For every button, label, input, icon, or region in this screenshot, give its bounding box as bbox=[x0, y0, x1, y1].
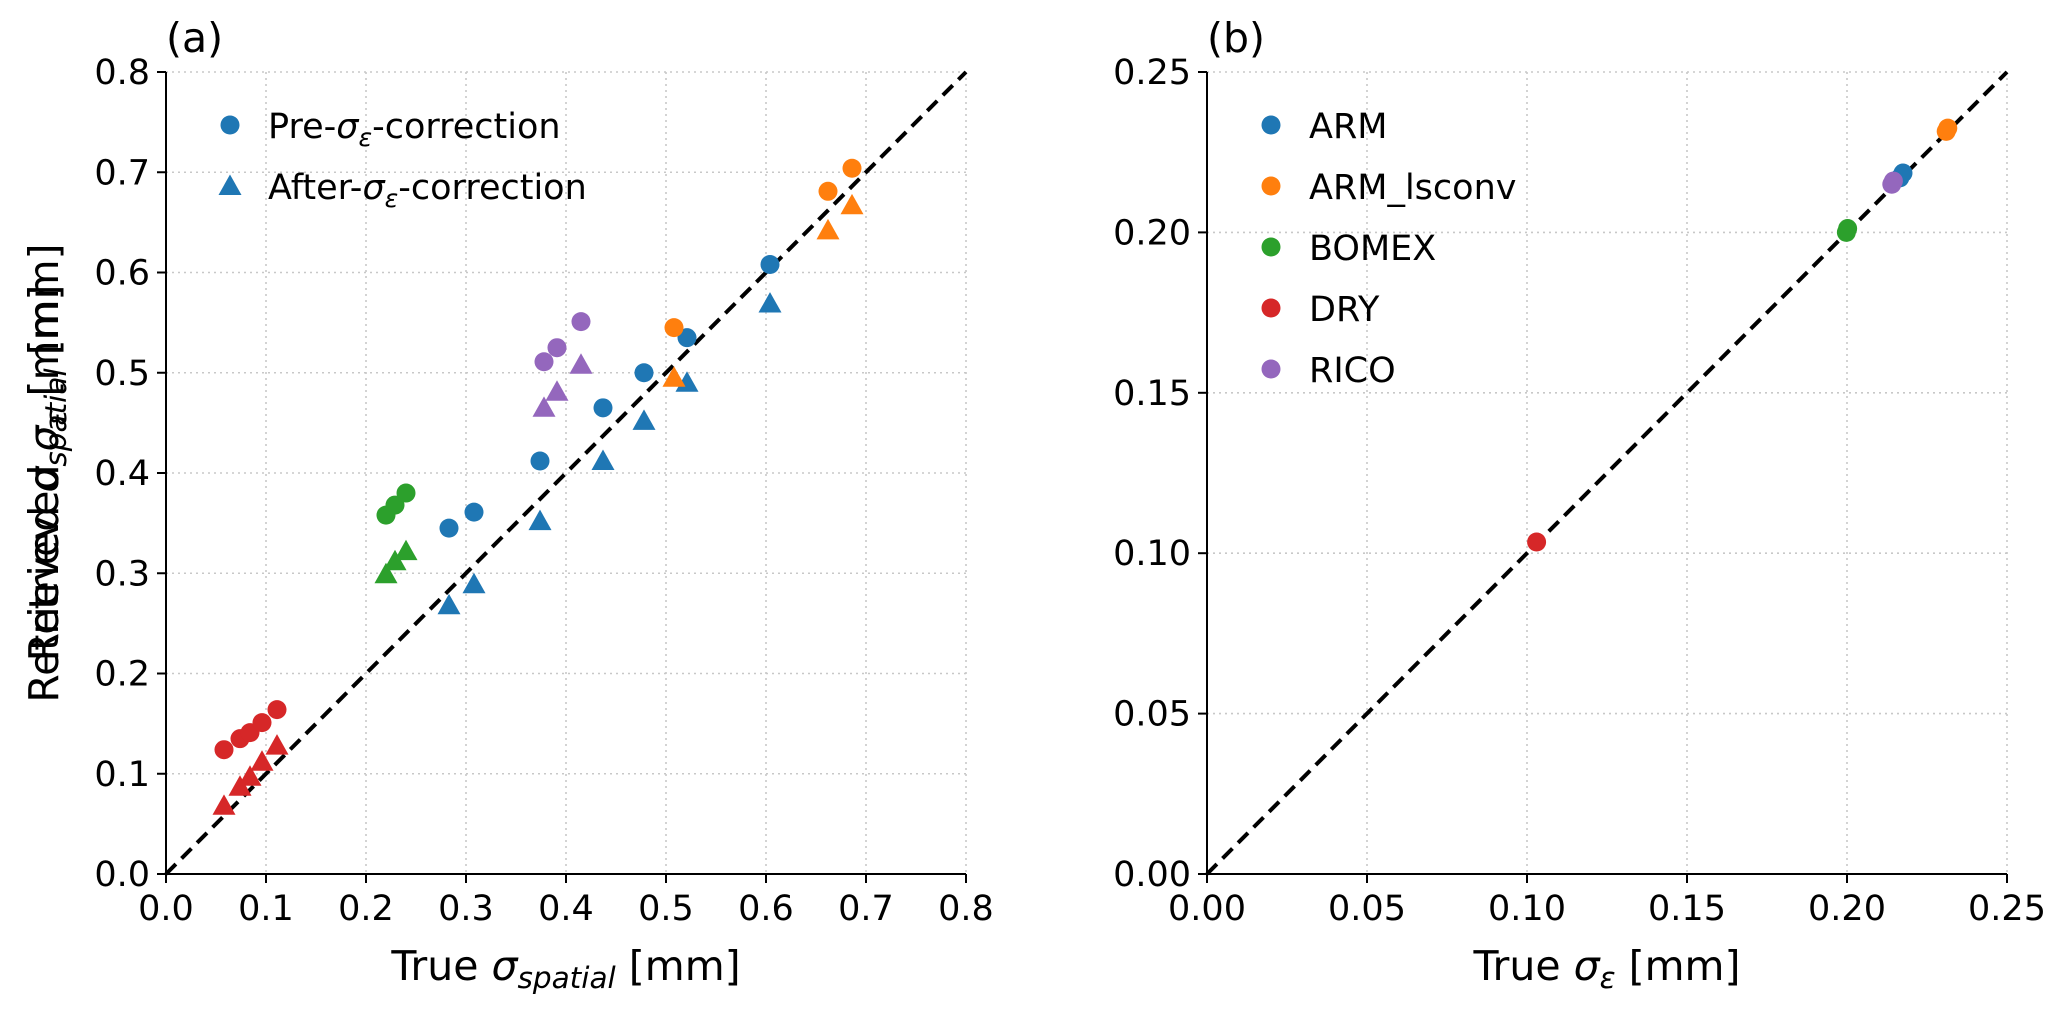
point-arm-lsconv-after bbox=[840, 193, 864, 215]
x-tick-label: 0.15 bbox=[1648, 889, 1726, 929]
point-bomex-pre bbox=[385, 495, 405, 515]
legend-marker bbox=[1261, 176, 1281, 196]
x-axis-label: True σε [mm] bbox=[1473, 942, 1741, 995]
one-to-one-line bbox=[164, 70, 968, 876]
point-arm-pre bbox=[464, 502, 484, 522]
x-tick-label: 0.8 bbox=[938, 889, 994, 929]
point-arm-lsconv-pre bbox=[664, 318, 684, 338]
point-bomex-after bbox=[394, 539, 418, 561]
y-tick-label: 0.25 bbox=[1113, 53, 1191, 93]
legend-marker bbox=[1261, 237, 1281, 257]
point-rico bbox=[1883, 171, 1903, 191]
point-arm-lsconv bbox=[1938, 118, 1958, 138]
legend-marker bbox=[220, 115, 240, 135]
point-arm-pre bbox=[593, 398, 613, 418]
legend-label: After-σε-correction bbox=[268, 168, 587, 213]
legend-marker bbox=[1261, 115, 1281, 135]
y-tick-label: 0.10 bbox=[1113, 534, 1191, 574]
x-tick-label: 0.6 bbox=[738, 889, 794, 929]
point-dry-after bbox=[265, 734, 289, 755]
point-arm-after bbox=[758, 292, 782, 313]
x-tick-label: 0.25 bbox=[1968, 889, 2046, 929]
x-tick-label: 0.00 bbox=[1168, 889, 1246, 929]
point-rico-pre bbox=[547, 338, 567, 358]
y-tick-label: 0.15 bbox=[1113, 374, 1191, 414]
legend: Pre-σε-correction After-σε-correction bbox=[218, 107, 587, 213]
point-bomex-pre bbox=[396, 483, 416, 503]
legend-label: RICO bbox=[1309, 351, 1396, 391]
point-dry-pre bbox=[252, 713, 272, 733]
x-tick-label: 0.2 bbox=[338, 889, 394, 929]
point-arm-after bbox=[591, 449, 615, 470]
x-tick-label: 0.10 bbox=[1488, 889, 1566, 929]
legend-marker bbox=[1261, 298, 1281, 318]
y-tick-label: 0.8 bbox=[94, 53, 150, 93]
point-rico-after bbox=[569, 353, 593, 374]
point-arm-after bbox=[632, 409, 656, 430]
point-dry-pre bbox=[214, 740, 234, 760]
point-arm-lsconv-pre bbox=[842, 158, 862, 178]
point-arm-lsconv-pre bbox=[818, 181, 838, 201]
y-tick-label: 0.0 bbox=[94, 855, 150, 895]
y-tick-label: 0.05 bbox=[1113, 695, 1191, 735]
y-tick-label: 0.1 bbox=[94, 755, 150, 795]
point-dry-after bbox=[238, 765, 262, 786]
legend-label: DRY bbox=[1309, 290, 1380, 330]
point-dry bbox=[1527, 532, 1547, 552]
y-axis-label: Retrieved σspatial [mm] bbox=[20, 243, 73, 702]
point-dry-after bbox=[212, 794, 236, 815]
legend-label: BOMEX bbox=[1309, 229, 1436, 269]
x-tick-label: 0.5 bbox=[638, 889, 694, 929]
y-tick-label: 0.00 bbox=[1113, 855, 1191, 895]
y-tick-label: 0.2 bbox=[94, 655, 150, 695]
point-arm-after bbox=[462, 572, 486, 594]
y-tick-label: 0.7 bbox=[94, 153, 150, 193]
point-arm-pre bbox=[677, 328, 697, 348]
x-tick-label: 0.7 bbox=[838, 889, 894, 929]
legend: ARM ARM_lsconv BOMEX DRY RICO bbox=[1261, 107, 1516, 391]
x-tick-label: 0.20 bbox=[1808, 889, 1886, 929]
point-bomex-after bbox=[374, 562, 398, 584]
legend-marker-triangle bbox=[218, 174, 242, 195]
point-arm-pre bbox=[439, 518, 459, 538]
legend-marker bbox=[1261, 359, 1281, 379]
point-rico-after bbox=[532, 396, 556, 417]
legend-label: ARM_lsconv bbox=[1309, 168, 1516, 208]
legend-label: ARM bbox=[1309, 107, 1387, 147]
y-tick-label: 0.5 bbox=[94, 354, 150, 394]
one-to-one-line bbox=[1205, 70, 2009, 876]
y-tick-label: 0.6 bbox=[94, 254, 150, 294]
point-dry-pre bbox=[267, 700, 287, 720]
point-arm-lsconv-after bbox=[816, 218, 840, 240]
y-axis-label: Retrieved σε [mm] bbox=[20, 285, 73, 662]
point-bomex bbox=[1838, 219, 1858, 239]
panel-a: 0.0 0.1 0.2 0.3 0.4 0.5 0.6 0.7 0.8 0.0 0.1 0.2 0.3 0… bbox=[20, 14, 994, 995]
point-arm-pre bbox=[634, 363, 654, 383]
x-tick-label: 0.0 bbox=[138, 889, 194, 929]
panel-b: 0.00 0.05 0.10 0.15 0.20 0.25 0.00 0.05 0.10 0.15… bbox=[20, 14, 2046, 995]
point-rico-pre bbox=[571, 312, 591, 332]
point-arm-after bbox=[437, 593, 461, 615]
x-tick-label: 0.05 bbox=[1328, 889, 1406, 929]
point-rico-after bbox=[545, 380, 569, 401]
point-dry-after bbox=[250, 750, 274, 771]
y-tick-label: 0.4 bbox=[94, 454, 150, 494]
point-arm-after bbox=[528, 509, 552, 531]
point-rico-pre bbox=[534, 352, 554, 372]
point-arm-pre bbox=[760, 254, 780, 274]
y-tick-label: 0.3 bbox=[94, 554, 150, 594]
point-arm-lsconv-after bbox=[662, 366, 686, 387]
point-arm-pre bbox=[530, 451, 550, 471]
x-axis-label: True σspatial [mm] bbox=[390, 942, 740, 995]
panel-label: (b) bbox=[1207, 14, 1265, 62]
panel-label: (a) bbox=[166, 14, 223, 62]
legend-label: Pre-σε-correction bbox=[268, 107, 561, 152]
x-tick-label: 0.3 bbox=[438, 889, 494, 929]
x-tick-label: 0.4 bbox=[538, 889, 594, 929]
y-tick-label: 0.20 bbox=[1113, 213, 1191, 253]
x-tick-label: 0.1 bbox=[238, 889, 294, 929]
